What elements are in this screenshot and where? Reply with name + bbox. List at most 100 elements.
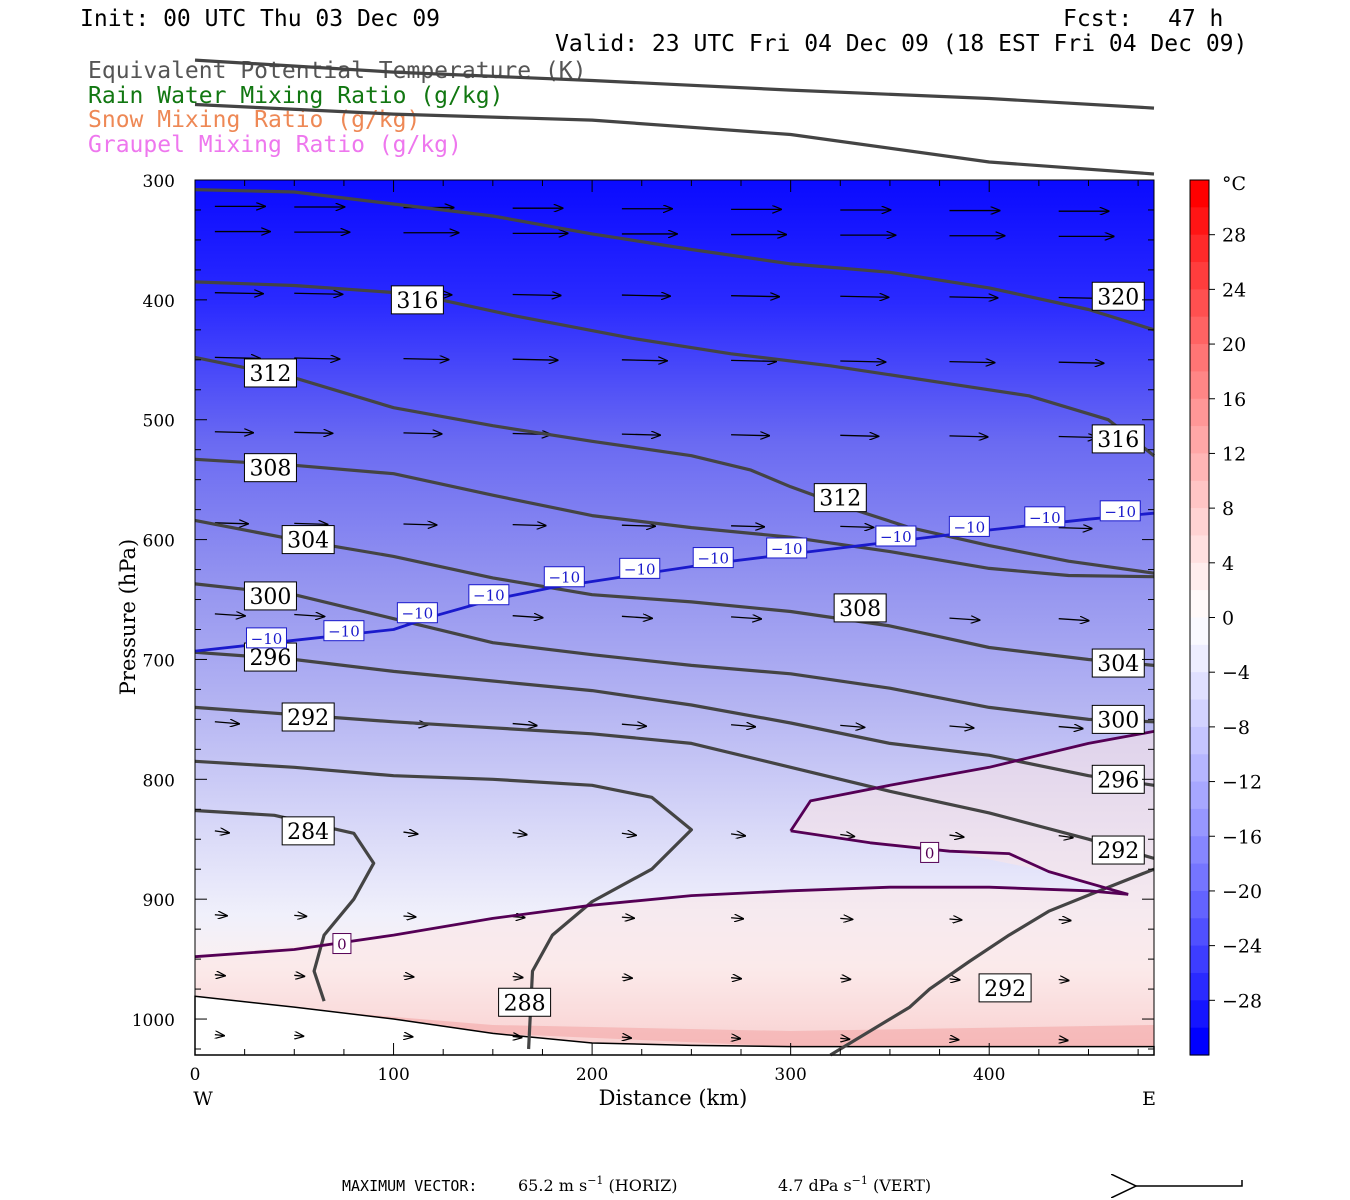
colorbar-swatch — [1190, 180, 1209, 208]
wind-vector — [731, 526, 764, 527]
colorbar-swatch — [1190, 918, 1209, 947]
colorbar-swatch — [1190, 371, 1209, 400]
isotherm-label-box — [332, 933, 352, 955]
wind-vector — [731, 360, 776, 361]
isotherm-label-box — [543, 566, 585, 588]
wind-vector — [294, 975, 304, 976]
y-tick-label: 1000 — [132, 1011, 175, 1031]
colorbar-tick-label: −28 — [1222, 990, 1262, 1012]
colorbar-swatch — [1190, 398, 1209, 427]
wind-vector — [622, 1037, 631, 1038]
temperature-shading — [195, 731, 1154, 1047]
init-time: Init: 00 UTC Thu 03 Dec 09 — [80, 6, 441, 32]
isotherm-label: −10 — [771, 540, 803, 558]
wind-vector — [840, 435, 878, 436]
wind-vector — [294, 615, 324, 617]
colorbar-swatch — [1190, 316, 1209, 345]
isotherm-label-box — [875, 525, 917, 547]
vert-unit: (VERT) — [873, 1176, 931, 1195]
wind-vector — [214, 432, 253, 433]
wind-vector — [840, 296, 888, 297]
wind-vector — [621, 616, 652, 618]
colorbar-swatch — [1190, 781, 1209, 810]
colorbar-swatch — [1190, 1000, 1209, 1029]
isotherm-label: 0 — [337, 936, 347, 954]
wind-vector — [949, 618, 979, 620]
wind-vector — [403, 433, 441, 434]
wind-vector — [403, 359, 448, 360]
wind-vector — [949, 835, 963, 837]
x-tick-label: 200 — [576, 1065, 608, 1085]
wind-vector — [294, 915, 306, 916]
wind-vector — [512, 724, 537, 726]
horiz-unit: (HORIZ) — [609, 1176, 678, 1195]
isotherm-label: −10 — [1029, 509, 1061, 527]
warm-surface-shading — [274, 1007, 1154, 1047]
wind-vector — [214, 975, 225, 976]
colorbar-tick-label: 24 — [1222, 279, 1246, 301]
y-tick-label: 900 — [143, 891, 175, 911]
theta-e-contour-line — [194, 650, 1155, 787]
wind-vector — [214, 357, 260, 358]
theta-e-label-box — [1091, 281, 1145, 311]
wind-vector — [294, 1035, 303, 1036]
colorbar-tick-label: 4 — [1222, 553, 1234, 575]
isotherm-label-box — [692, 547, 734, 569]
colorbar-tick-label: 12 — [1222, 443, 1246, 465]
wind-vector — [731, 978, 741, 979]
colorbar-swatch — [1190, 344, 1209, 373]
wind-vector — [215, 1035, 224, 1036]
colorbar-swatch — [1190, 617, 1209, 646]
colorbar-swatch — [1190, 262, 1209, 290]
theta-e-contour-line — [194, 280, 1155, 457]
wind-vector — [731, 435, 769, 436]
theta-e-label-box — [1091, 424, 1145, 454]
wind-vector — [294, 523, 327, 524]
theta-e-label: 296 — [249, 646, 291, 671]
wind-vector — [403, 916, 415, 917]
theta-e-contour-line — [194, 705, 1155, 860]
wind-vector — [512, 525, 546, 526]
colorbar-tick-label: 20 — [1222, 334, 1246, 356]
isotherm-line — [790, 829, 1129, 896]
wind-vector — [512, 616, 543, 618]
colorbar-swatch — [1190, 699, 1209, 728]
x-tick-label: 0 — [190, 1065, 201, 1085]
wind-vector — [949, 436, 987, 437]
wind-vector — [621, 724, 646, 726]
wind-vector — [621, 525, 655, 526]
theta-e-label-box — [243, 358, 297, 388]
isotherm-line — [789, 730, 1155, 832]
colorbar-swatch — [1190, 480, 1209, 509]
legend-rain: Rain Water Mixing Ratio (g/kg) — [88, 83, 504, 109]
theta-e-contour-line — [194, 582, 1155, 724]
wind-vector — [621, 977, 632, 978]
isotherm-label-box — [766, 537, 808, 559]
theta-e-label: 312 — [819, 487, 861, 512]
theta-e-contour-line — [194, 355, 1155, 575]
x-tick-label: 400 — [973, 1065, 1005, 1085]
wind-vector — [403, 524, 436, 525]
wind-vector — [840, 978, 850, 979]
colorbar-tick-label: −20 — [1222, 881, 1262, 903]
wind-vector — [731, 296, 779, 297]
wind-vector — [840, 526, 873, 527]
isotherm-label: −10 — [624, 560, 656, 578]
theta-e-label: 300 — [249, 585, 291, 610]
colorbar-tick-label: −4 — [1222, 662, 1250, 684]
colorbar-swatch — [1190, 644, 1209, 673]
y-axis-ticks: 300 400 500 600 700 800 900 1000 — [132, 172, 1154, 1050]
colorbar-swatch — [1190, 836, 1209, 865]
wind-vector — [1059, 1039, 1068, 1040]
colorbar-swatch — [1190, 863, 1209, 892]
wind-vector — [621, 833, 636, 835]
wind-vector — [840, 725, 864, 727]
reference-vector-arrow — [1136, 1180, 1243, 1186]
theta-e-contour-line — [194, 58, 1155, 110]
vert-exponent: −1 — [852, 1174, 868, 1187]
colorbar-swatch — [1190, 234, 1209, 263]
colorbar — [1190, 180, 1209, 1056]
isotherm-label-box — [245, 627, 287, 649]
wind-vector — [1058, 836, 1073, 838]
theta-e-label: 316 — [396, 289, 438, 314]
